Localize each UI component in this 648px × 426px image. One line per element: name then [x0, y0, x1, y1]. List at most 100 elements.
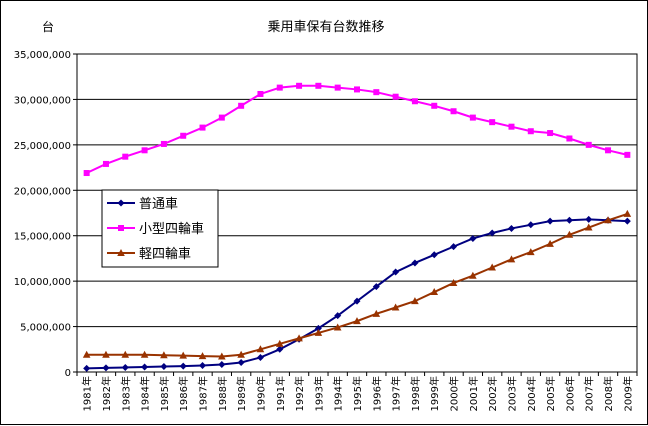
data-point-kei — [160, 351, 168, 359]
data-point-kei — [275, 339, 284, 347]
data-point-futsusha — [372, 283, 380, 291]
data-point-kogata — [469, 114, 476, 121]
legend-label-futsusha: 普通車 — [139, 197, 178, 212]
data-point-kei — [488, 263, 496, 271]
y-tick-label: 20,000,000 — [14, 186, 71, 197]
data-point-kogata — [605, 147, 612, 154]
data-point-futsusha — [199, 361, 207, 369]
axis-layer: 0 5,000,000 10,000,000 15,000,000 20,000,000… — [14, 50, 638, 411]
series-futsusha — [83, 215, 631, 372]
data-point-kei — [623, 209, 632, 217]
data-point-futsusha — [160, 363, 168, 371]
data-point-futsusha — [585, 215, 593, 223]
x-tick-label: 2003年 — [505, 376, 518, 411]
data-point-kogata — [83, 170, 90, 177]
data-point-kogata — [450, 108, 457, 115]
data-point-kogata — [624, 151, 631, 158]
x-tick-label: 1986年 — [177, 376, 190, 411]
data-point-futsusha — [102, 364, 110, 372]
data-point-kei — [198, 352, 207, 360]
data-point-futsusha — [392, 268, 400, 276]
data-point-futsusha — [450, 243, 458, 251]
x-tick-label: 1984年 — [139, 376, 152, 411]
data-point-kogata — [431, 102, 438, 109]
x-tick-label: 1992年 — [293, 376, 306, 411]
x-tick-label: 1991年 — [274, 376, 287, 411]
data-point-futsusha — [411, 259, 419, 267]
y-tick-label: 35,000,000 — [14, 50, 71, 61]
legend-label-kogata: 小型四輪車 — [139, 221, 204, 237]
y-axis-unit-label: 台 — [42, 19, 54, 34]
x-tick-label: 1981年 — [81, 376, 94, 411]
x-tick-label: 2006年 — [563, 376, 576, 411]
data-point-kei — [372, 309, 381, 317]
x-tick-label: 2008年 — [602, 376, 615, 411]
x-tick-label: 1983年 — [119, 376, 132, 411]
data-point-kogata — [334, 84, 341, 91]
x-tick-label: 1989年 — [235, 376, 248, 411]
x-tick-label: 2005年 — [544, 376, 557, 411]
data-point-futsusha — [83, 364, 91, 372]
data-point-kei — [507, 255, 516, 263]
data-point-kogata — [122, 153, 129, 160]
x-tick-label: 1990年 — [254, 376, 267, 411]
x-tick-label: 1982年 — [100, 376, 113, 411]
x-tick-label: 1998年 — [409, 376, 422, 411]
legend-label-kei: 軽四輪車 — [139, 246, 191, 262]
x-tick-label: 1999年 — [428, 376, 441, 411]
x-tick-label: 1996年 — [370, 376, 383, 411]
data-point-kei — [237, 350, 245, 358]
x-tick-label: 1993年 — [312, 376, 325, 411]
data-point-kei — [179, 351, 188, 359]
data-point-futsusha — [430, 251, 438, 259]
x-tick-label: 2007年 — [583, 376, 596, 411]
x-tick-label: 1987年 — [197, 376, 210, 411]
data-point-kei — [140, 350, 149, 358]
data-point-futsusha — [218, 361, 226, 369]
data-point-kei — [604, 216, 612, 224]
x-tick-label: 1994年 — [332, 376, 345, 411]
data-point-kogata — [257, 90, 264, 97]
y-tick-label: 10,000,000 — [14, 277, 71, 288]
data-point-futsusha — [353, 297, 361, 305]
data-point-kei — [430, 288, 439, 296]
data-point-kei — [218, 352, 226, 360]
data-point-kogata — [199, 124, 206, 131]
data-point-kogata — [508, 123, 515, 130]
data-point-kogata — [276, 84, 283, 91]
data-point-kei — [546, 239, 554, 247]
data-point-kei — [469, 271, 477, 279]
data-point-kei — [295, 334, 303, 342]
data-point-futsusha — [546, 217, 554, 225]
data-point-kogata — [218, 114, 225, 121]
series-layer — [82, 82, 632, 372]
y-tick-label: 5,000,000 — [20, 323, 71, 334]
data-point-kogata — [373, 89, 380, 96]
data-point-futsusha — [121, 363, 129, 371]
data-point-kei — [256, 345, 265, 353]
data-point-kogata — [315, 82, 322, 89]
x-tick-label: 2002年 — [486, 376, 499, 411]
data-point-futsusha — [488, 229, 496, 237]
x-tick-label: 1995年 — [351, 376, 364, 411]
legend-marker-futsusha — [117, 199, 125, 207]
data-point-kei — [391, 303, 400, 311]
data-point-futsusha — [527, 221, 535, 229]
data-point-kei — [333, 323, 342, 331]
series-kei — [82, 209, 632, 360]
data-point-kei — [102, 350, 110, 358]
data-point-kei — [314, 328, 323, 336]
y-tick-label: 15,000,000 — [14, 232, 71, 243]
chart-title: 乗用車保有台数推移 — [267, 20, 384, 35]
plot-area — [76, 53, 638, 373]
data-point-kogata — [102, 160, 109, 167]
data-point-kogata — [141, 147, 148, 154]
data-point-kogata — [160, 140, 167, 147]
data-point-kogata — [180, 132, 187, 139]
y-tick-label: 0 — [65, 368, 71, 379]
x-tick-label: 2001年 — [467, 376, 480, 411]
x-tick-label: 2009年 — [621, 376, 634, 411]
data-point-kei — [121, 350, 130, 358]
